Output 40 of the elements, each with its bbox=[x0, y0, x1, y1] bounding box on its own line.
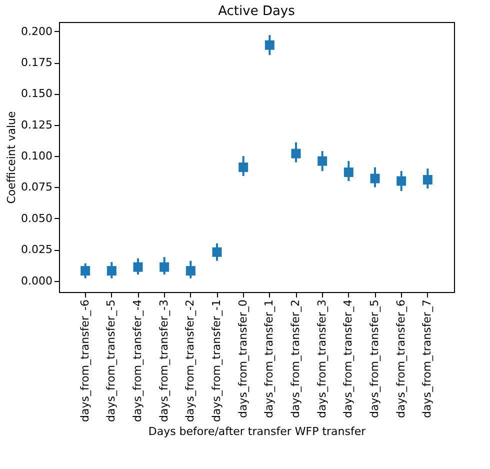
point bbox=[344, 168, 354, 178]
x-tick-label: days_from_transfer_-5 bbox=[104, 300, 118, 422]
x-tick-label: days_from_transfer_0 bbox=[236, 300, 250, 418]
point bbox=[291, 148, 301, 158]
point bbox=[370, 174, 380, 184]
y-tick-label: 0.025 bbox=[21, 243, 52, 256]
point bbox=[318, 156, 328, 166]
point bbox=[133, 262, 143, 272]
x-tick-label: days_from_transfer_-6 bbox=[78, 300, 92, 422]
x-tick-label: days_from_transfer_-4 bbox=[131, 300, 144, 422]
chart-title: Active Days bbox=[218, 4, 296, 19]
x-tick-label: days_from_transfer_-2 bbox=[184, 300, 197, 422]
y-tick-label: 0.125 bbox=[21, 118, 52, 132]
y-tick-label: 0.200 bbox=[21, 24, 52, 38]
x-tick-label: days_from_transfer_-3 bbox=[157, 300, 170, 422]
point bbox=[264, 40, 274, 50]
y-tick-label: 0.150 bbox=[21, 87, 52, 100]
y-tick-label: 0.175 bbox=[21, 56, 52, 70]
point bbox=[212, 247, 222, 257]
x-tick-label: days_from_transfer_3 bbox=[315, 300, 328, 418]
point bbox=[160, 262, 170, 272]
x-tick-label: days_from_transfer_4 bbox=[342, 300, 355, 418]
y-tick-label: 0.075 bbox=[21, 180, 52, 194]
x-tick-label: days_from_transfer_2 bbox=[289, 300, 302, 418]
x-tick-label: days_from_transfer_1 bbox=[262, 300, 276, 418]
x-axis-title: Days before/after transfer WFP transfer bbox=[148, 424, 366, 438]
point bbox=[106, 266, 116, 276]
x-tick-label: days_from_transfer_6 bbox=[394, 300, 408, 418]
x-tick-label: days_from_transfer_5 bbox=[368, 300, 381, 418]
y-tick-label: 0.000 bbox=[21, 274, 52, 288]
point bbox=[186, 266, 196, 276]
y-tick-label: 0.100 bbox=[21, 150, 52, 163]
point bbox=[396, 176, 406, 186]
y-axis-title: Coefficeint value bbox=[5, 111, 18, 204]
point bbox=[238, 162, 248, 172]
point bbox=[80, 266, 90, 276]
point bbox=[422, 175, 432, 185]
y-tick-label: 0.050 bbox=[21, 212, 52, 225]
x-tick-label: days_from_transfer_-1 bbox=[210, 300, 223, 422]
x-tick-label: days_from_transfer_7 bbox=[420, 300, 434, 418]
